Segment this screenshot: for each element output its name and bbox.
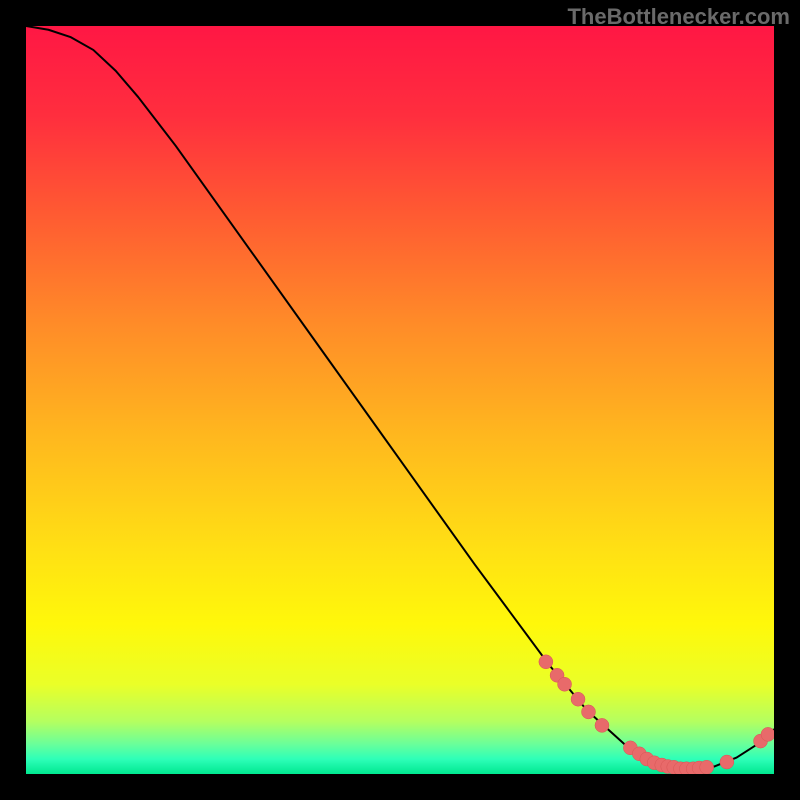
data-marker	[558, 677, 572, 691]
watermark-label: TheBottlenecker.com	[567, 4, 790, 30]
chart-svg	[26, 26, 774, 774]
bottleneck-curve	[26, 26, 774, 770]
data-marker	[539, 655, 553, 669]
data-marker	[720, 755, 734, 769]
data-marker	[700, 760, 714, 774]
data-marker	[595, 718, 609, 732]
data-marker	[761, 727, 774, 741]
data-marker	[581, 705, 595, 719]
data-marker	[571, 692, 585, 706]
chart-plot-area	[26, 26, 774, 774]
